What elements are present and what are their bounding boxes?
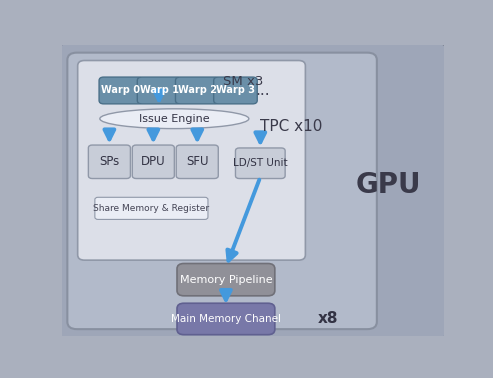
FancyBboxPatch shape: [68, 53, 377, 329]
Text: ...: ...: [256, 83, 270, 98]
Text: Warp 0: Warp 0: [102, 85, 141, 96]
FancyBboxPatch shape: [58, 42, 448, 339]
Text: LD/ST Unit: LD/ST Unit: [233, 158, 287, 168]
Ellipse shape: [100, 109, 249, 129]
Text: TPC x10: TPC x10: [260, 119, 322, 134]
Text: Issue Engine: Issue Engine: [139, 114, 210, 124]
Text: Warp 1: Warp 1: [140, 85, 178, 96]
Text: SFU: SFU: [186, 155, 209, 168]
Text: Share Memory & Register: Share Memory & Register: [93, 204, 210, 213]
FancyBboxPatch shape: [236, 148, 285, 178]
FancyBboxPatch shape: [177, 303, 275, 335]
Text: Warp 2: Warp 2: [178, 85, 217, 96]
FancyBboxPatch shape: [99, 77, 142, 104]
FancyBboxPatch shape: [176, 77, 219, 104]
FancyBboxPatch shape: [176, 145, 218, 178]
Text: Main Memory Chanel: Main Memory Chanel: [171, 314, 281, 324]
FancyBboxPatch shape: [78, 60, 305, 260]
Text: Memory Pipeline: Memory Pipeline: [179, 275, 272, 285]
FancyBboxPatch shape: [132, 145, 175, 178]
Text: SPs: SPs: [99, 155, 119, 168]
FancyBboxPatch shape: [137, 77, 181, 104]
FancyBboxPatch shape: [177, 263, 275, 296]
FancyBboxPatch shape: [95, 197, 208, 219]
FancyBboxPatch shape: [213, 77, 257, 104]
Text: GPU: GPU: [355, 171, 421, 199]
Text: Warp 3: Warp 3: [216, 85, 255, 96]
Text: DPU: DPU: [141, 155, 166, 168]
Text: SM x3: SM x3: [223, 75, 263, 88]
FancyBboxPatch shape: [88, 145, 130, 178]
Text: x8: x8: [317, 311, 338, 327]
